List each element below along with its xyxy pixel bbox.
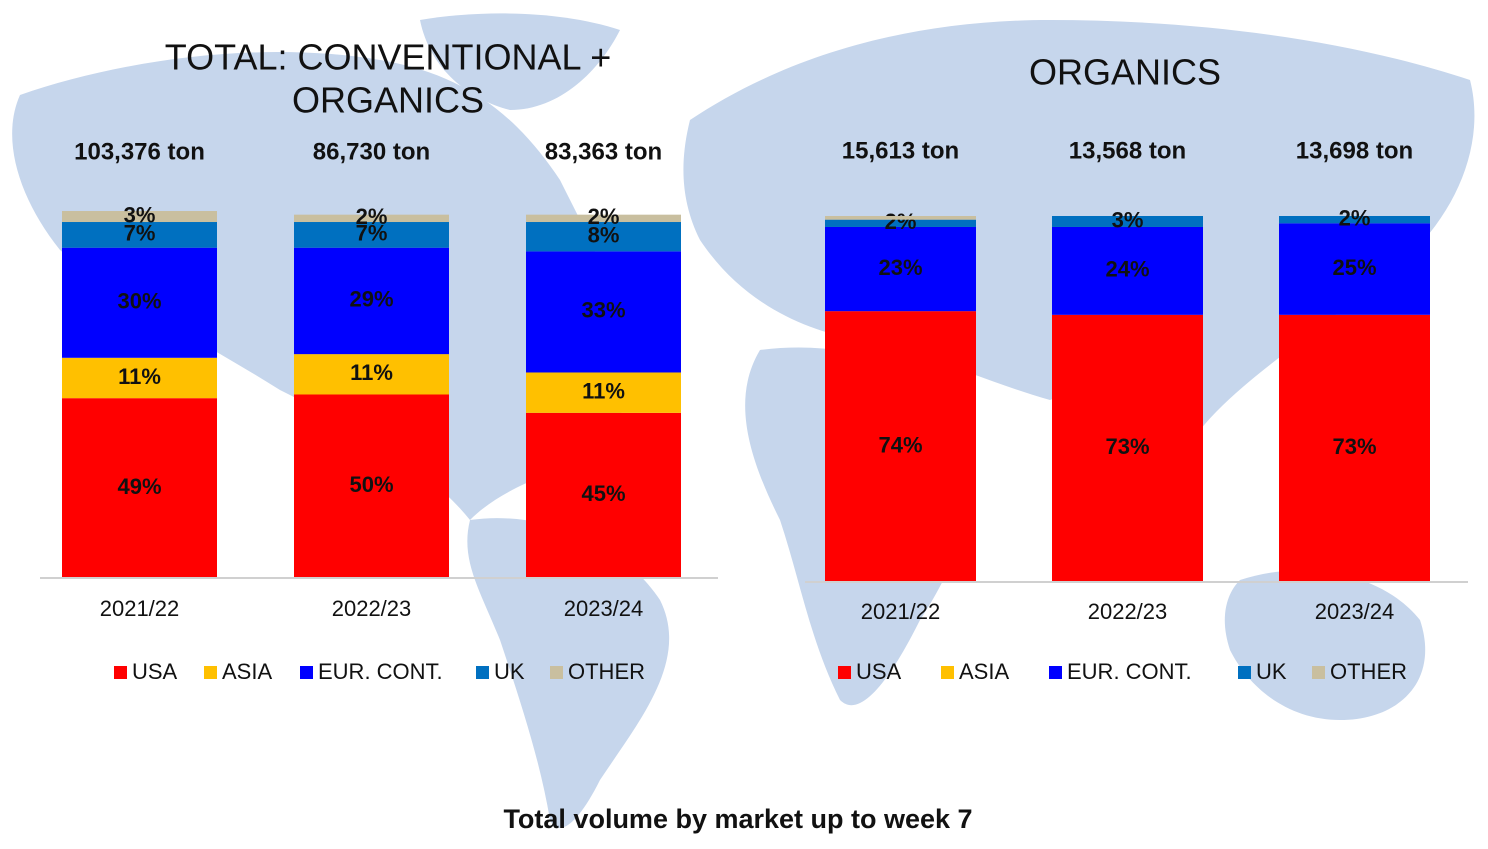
chart-title: TOTAL: CONVENTIONAL + — [165, 37, 611, 78]
value-label: 11% — [350, 360, 393, 385]
bar-segment — [62, 222, 217, 248]
legend-label: OTHER — [568, 659, 645, 684]
total-label: 15,613 ton — [842, 137, 959, 164]
bar-segment — [62, 398, 217, 578]
value-label: 23% — [878, 255, 922, 280]
value-label: 3% — [124, 202, 156, 227]
value-label: 3% — [1112, 207, 1144, 232]
map-shape — [420, 13, 620, 110]
legend-swatch — [1238, 666, 1251, 679]
map-shape — [1224, 570, 1426, 720]
legend-swatch — [476, 666, 489, 679]
value-label: 30% — [117, 289, 161, 314]
value-label: 2% — [356, 204, 388, 229]
legend-label: UK — [494, 659, 525, 684]
legend-label: EUR. CONT. — [1067, 659, 1192, 684]
bar-segment — [294, 247, 449, 355]
value-label: 49% — [117, 474, 161, 499]
value-label: 2% — [588, 204, 620, 229]
bar-segment — [825, 311, 976, 582]
bar-segment — [1052, 314, 1203, 582]
legend-swatch — [204, 666, 217, 679]
value-label: 74% — [878, 432, 922, 457]
value-label: 33% — [581, 298, 625, 323]
total-label: 86,730 ton — [313, 138, 430, 165]
chart-title: ORGANICS — [292, 80, 484, 121]
legend-swatch — [1049, 666, 1062, 679]
x-tick-label: 2022/23 — [1088, 599, 1168, 624]
bar-segment — [1052, 216, 1203, 227]
value-label: 50% — [349, 472, 393, 497]
legend-label: ASIA — [959, 659, 1009, 684]
bar-segment — [526, 222, 681, 252]
legend-swatch — [941, 666, 954, 679]
bar-segment — [1279, 216, 1430, 224]
bar-segment — [1052, 226, 1203, 315]
bar-segment — [294, 394, 449, 578]
legend-label: UK — [1256, 659, 1287, 684]
value-label: 2% — [885, 209, 917, 234]
world-map-background — [12, 13, 1475, 828]
value-label: 11% — [118, 364, 161, 389]
bar-segment — [62, 247, 217, 358]
legend-label: USA — [856, 659, 902, 684]
bar-segment — [1279, 223, 1430, 315]
bar-segment — [526, 214, 681, 223]
value-label: 25% — [1332, 255, 1376, 280]
value-label: 45% — [581, 481, 625, 506]
map-shape — [467, 518, 670, 828]
value-label: 7% — [356, 221, 388, 246]
value-label: 11% — [582, 378, 625, 403]
x-tick-label: 2023/24 — [1315, 599, 1395, 624]
value-label: 29% — [349, 287, 393, 312]
total-label: 13,568 ton — [1069, 137, 1186, 164]
legend-label: USA — [132, 659, 178, 684]
x-tick-label: 2021/22 — [861, 599, 941, 624]
x-tick-label: 2023/24 — [564, 596, 644, 621]
value-label: 8% — [588, 223, 620, 248]
legend-swatch — [550, 666, 563, 679]
bar-segment — [294, 354, 449, 395]
legend-swatch — [1312, 666, 1325, 679]
legend-swatch — [838, 666, 851, 679]
legend-swatch — [300, 666, 313, 679]
bar-segment — [526, 251, 681, 373]
bar-segment — [526, 412, 681, 578]
x-tick-label: 2022/23 — [332, 596, 412, 621]
total-label: 83,363 ton — [545, 138, 662, 165]
bar-segment — [294, 222, 449, 248]
bar-segment — [526, 372, 681, 413]
bar-segment — [825, 226, 976, 312]
value-label: 2% — [1339, 205, 1371, 230]
total-label: 13,698 ton — [1296, 137, 1413, 164]
total-label: 103,376 ton — [74, 138, 205, 165]
bar-segment — [294, 214, 449, 223]
chart-title: ORGANICS — [1029, 52, 1221, 93]
legend-swatch — [114, 666, 127, 679]
value-label: 73% — [1332, 434, 1376, 459]
value-label: 24% — [1105, 257, 1149, 282]
value-label: 7% — [124, 221, 156, 246]
x-tick-label: 2021/22 — [100, 596, 180, 621]
bar-segment — [825, 216, 976, 220]
bar-segment — [62, 211, 217, 223]
bar-segment — [62, 357, 217, 399]
bar-segment — [825, 219, 976, 227]
legend-label: OTHER — [1330, 659, 1407, 684]
legend-label: EUR. CONT. — [318, 659, 443, 684]
legend-label: ASIA — [222, 659, 272, 684]
value-label: 73% — [1105, 434, 1149, 459]
bar-segment — [1279, 314, 1430, 582]
caption: Total volume by market up to week 7 — [503, 804, 972, 834]
